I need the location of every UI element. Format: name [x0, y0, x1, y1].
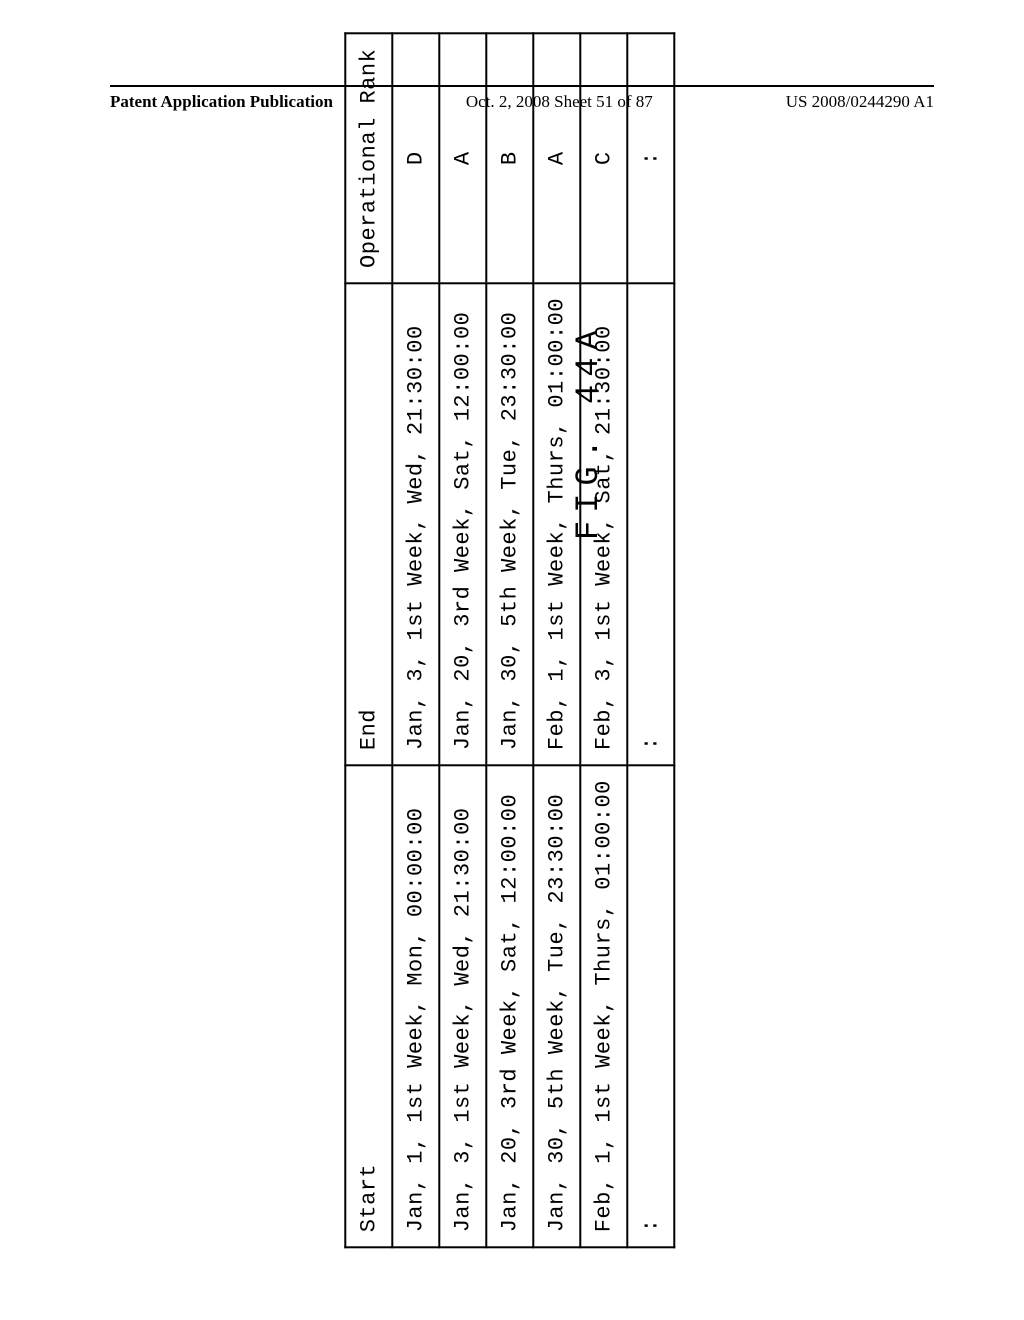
cell-start: Jan, 20, 3rd Week, Sat, 12:00:00: [487, 765, 534, 1247]
table-header-row: Start End Operational Rank: [346, 33, 393, 1247]
cell-end: Jan, 3, 1st Week, Wed, 21:30:00: [393, 282, 440, 764]
cell-start: Jan, 1, 1st Week, Mon, 00:00:00: [393, 765, 440, 1247]
schedule-table: Start End Operational Rank Jan, 1, 1st W…: [345, 32, 676, 1248]
header-left: Patent Application Publication: [110, 92, 333, 112]
col-start: Start: [346, 765, 393, 1247]
table-row: Jan, 3, 1st Week, Wed, 21:30:00 Jan, 20,…: [440, 33, 487, 1247]
figure-label: FIG. 44A: [570, 322, 607, 540]
table-row: Jan, 20, 3rd Week, Sat, 12:00:00 Jan, 30…: [487, 33, 534, 1247]
cell-rank: A: [440, 33, 487, 282]
cell-start: Feb, 1, 1st Week, Thurs, 01:00:00: [581, 765, 628, 1247]
cell-start: Jan, 3, 1st Week, Wed, 21:30:00: [440, 765, 487, 1247]
table-row: Feb, 1, 1st Week, Thurs, 01:00:00 Feb, 3…: [581, 33, 628, 1247]
cell-end: Jan, 20, 3rd Week, Sat, 12:00:00: [440, 282, 487, 764]
cell-rank: C: [581, 33, 628, 282]
cell-rank: B: [487, 33, 534, 282]
rotated-table-wrap: Start End Operational Rank Jan, 1, 1st W…: [345, 32, 676, 1248]
header-right: US 2008/0244290 A1: [786, 92, 934, 112]
cell-rank: D: [393, 33, 440, 282]
col-rank: Operational Rank: [346, 33, 393, 282]
content-area: Start End Operational Rank Jan, 1, 1st W…: [100, 180, 920, 1100]
table-row: Jan, 30, 5th Week, Tue, 23:30:00 Feb, 1,…: [534, 33, 581, 1247]
cell-end: :: [628, 282, 675, 764]
cell-rank: A: [534, 33, 581, 282]
cell-start: :: [628, 765, 675, 1247]
cell-start: Jan, 30, 5th Week, Tue, 23:30:00: [534, 765, 581, 1247]
cell-end: Jan, 30, 5th Week, Tue, 23:30:00: [487, 282, 534, 764]
table-row: : : :: [628, 33, 675, 1247]
cell-rank: :: [628, 33, 675, 282]
col-end: End: [346, 282, 393, 764]
table-row: Jan, 1, 1st Week, Mon, 00:00:00 Jan, 3, …: [393, 33, 440, 1247]
